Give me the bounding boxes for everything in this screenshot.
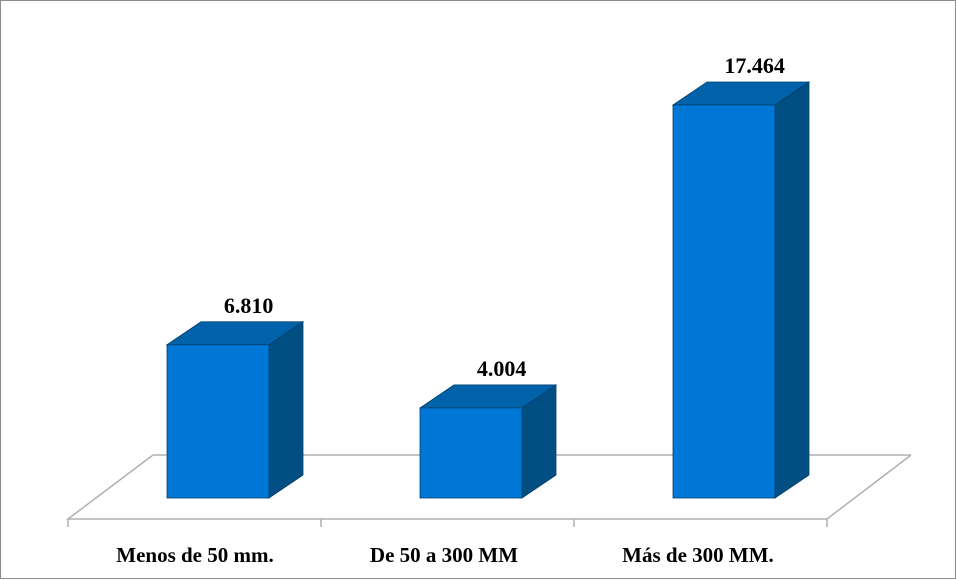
data-label: 17.464 bbox=[724, 53, 785, 78]
bar-side bbox=[774, 81, 810, 499]
data-label: 6.810 bbox=[224, 293, 274, 318]
floor-outline bbox=[65, 454, 912, 520]
category-label: Menos de 50 mm. bbox=[116, 543, 273, 567]
category-label: De 50 a 300 MM bbox=[370, 543, 518, 567]
bar-front bbox=[419, 407, 523, 499]
bar bbox=[418, 384, 558, 499]
data-label: 4.004 bbox=[477, 356, 527, 381]
bar-front bbox=[166, 344, 270, 499]
bar-front bbox=[672, 104, 776, 499]
bar bbox=[671, 81, 811, 499]
bar bbox=[165, 320, 305, 499]
value-labels: 6.810 4.004 17.464 bbox=[224, 53, 785, 381]
bar-series bbox=[165, 81, 811, 499]
bar-side bbox=[268, 320, 304, 499]
category-label: Más de 300 MM. bbox=[622, 543, 774, 567]
category-labels: Menos de 50 mm. De 50 a 300 MM Más de 300 … bbox=[116, 543, 774, 567]
